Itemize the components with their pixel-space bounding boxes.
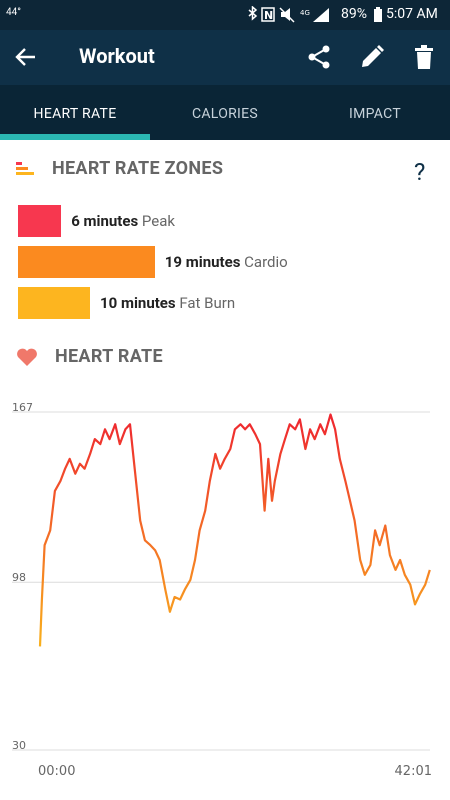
tab-bar: HEART RATE CALORIES IMPACT [0,85,450,140]
delete-button[interactable] [412,43,436,71]
battery-icon [374,7,382,22]
zone-row: 10 minutes Fat Burn [18,287,235,319]
screen-title: Workout [79,44,155,68]
zone-row: 19 minutes Cardio [18,246,288,278]
help-button[interactable]: ? [414,158,426,186]
y-tick-label: 167 [12,401,33,414]
back-button[interactable] [14,45,38,69]
zone-bar [18,205,62,237]
heart-rate-chart: 30 98 167 00:00 42:01 [12,401,432,779]
battery-level: 89% [341,6,367,22]
section-title: HEART RATE ZONES [52,158,224,179]
zone-name: Peak [141,212,176,230]
heart-rate-line [38,413,431,647]
zone-name: Fat Burn [179,294,236,312]
x-tick-label: 42:01 [395,764,432,779]
temperature: 44° [6,7,21,18]
tab[interactable]: IMPACT [348,106,402,122]
zone-label: 6 minutes Peak [71,212,175,230]
y-tick-label: 98 [12,571,26,584]
zone-unit: minutes [120,294,176,312]
zone-bar [18,287,90,319]
zone-name: Cardio [244,253,288,271]
status-icons: N 4G [248,6,329,23]
zone-minutes: 19 [164,253,183,271]
x-tick-label: 00:00 [38,764,75,779]
tab-indicator [0,134,150,140]
tab[interactable]: CALORIES [191,106,259,122]
tab[interactable]: HEART RATE [33,106,117,122]
zone-row: 6 minutes Peak [18,205,175,237]
zone-bar [18,246,155,278]
zone-minutes: 10 [100,294,118,312]
zone-unit: minutes [185,253,241,271]
svg-text:4G: 4G [300,9,310,17]
heart-icon [17,348,37,366]
app-bar: Workout [0,30,450,85]
clock: 5:07 AM [386,6,438,22]
edit-button[interactable] [359,44,385,70]
zone-label: 10 minutes Fat Burn [100,294,235,312]
svg-text:N: N [264,9,273,22]
zones-icon [16,162,34,175]
y-tick-label: 30 [12,739,26,752]
zone-label: 19 minutes Cardio [165,253,288,271]
zone-minutes: 6 [71,212,80,230]
status-bar: 44° N 4G 89% 5:07 AM [0,0,450,30]
section-title: HEART RATE [55,346,163,367]
share-button[interactable] [306,44,332,70]
zone-unit: minutes [83,212,139,230]
